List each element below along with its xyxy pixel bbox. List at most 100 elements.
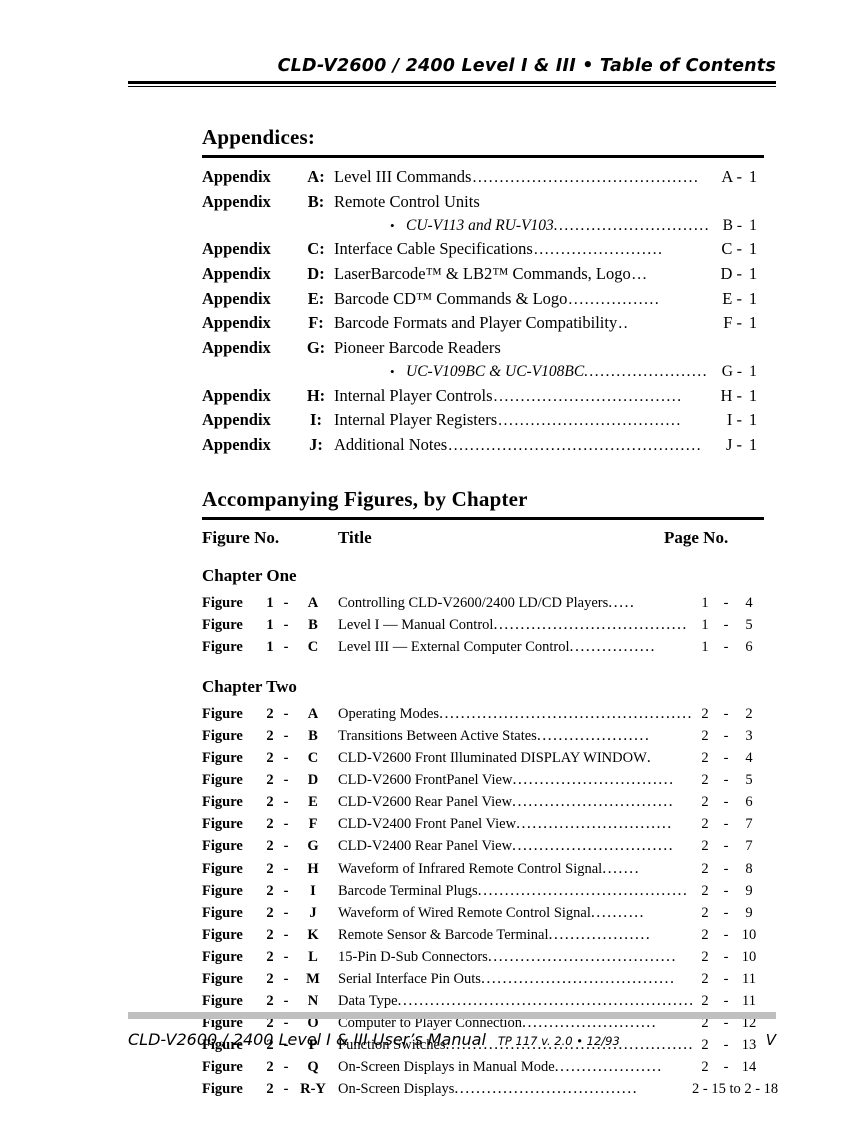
figure-letter: N xyxy=(307,993,319,1010)
figure-letter: H xyxy=(307,860,319,877)
leader-dots: ................. xyxy=(568,290,661,308)
figure-row[interactable]: Figure 1- A Controlling CLD-V2600/2400 LD/C… xyxy=(202,592,764,614)
figure-row[interactable]: Figure 2- R-Y On-Screen Displays...........… xyxy=(202,1078,778,1100)
appendix-row[interactable]: Appendix C: Interface Cable Specifications… xyxy=(202,237,764,262)
appendix-title-text: Interface Cable Specifications xyxy=(334,239,534,259)
appendix-sub-row[interactable]: • UC-V109BC & UC-V108BC..................… xyxy=(202,361,764,384)
figure-letter: Q xyxy=(307,1059,319,1076)
figure-page-dash: - xyxy=(723,904,729,921)
figure-row[interactable]: Figure 2- Q On-Screen Displays in Manual Mo… xyxy=(202,1056,764,1078)
figure-page-chapter: 2 xyxy=(701,860,709,877)
appendix-row[interactable]: Appendix I: Internal Player Registers.....… xyxy=(202,408,764,433)
appendix-row[interactable]: Appendix D: LaserBarcode™ & LB2™ Commands,… xyxy=(202,262,764,287)
figure-chapter-number: 2 xyxy=(266,750,274,767)
figure-row[interactable]: Figure 2- P Function Switches..............… xyxy=(202,1034,764,1056)
appendix-row[interactable]: Appendix H: Internal Player Controls......… xyxy=(202,384,764,409)
figure-title: CLD-V2400 Front Panel View..............… xyxy=(334,813,692,835)
column-header-page-no: Page No. xyxy=(664,527,729,547)
figure-row[interactable]: Figure 2- A Operating Modes................… xyxy=(202,703,764,725)
figure-row[interactable]: Figure 2- M Serial Interface Pin Outs......… xyxy=(202,968,764,990)
figure-page-chapter: 1 xyxy=(701,616,709,633)
figure-row[interactable]: Figure 1- C Level III — External Computer C… xyxy=(202,636,764,658)
figure-label: Figure xyxy=(202,706,243,723)
appendix-row[interactable]: Appendix J: Additional Notes..............… xyxy=(202,433,764,458)
figure-page-number: 14 xyxy=(741,1059,757,1076)
figure-page-dash: - xyxy=(723,948,729,965)
figure-chapter-number: 2 xyxy=(266,1081,274,1098)
figure-page-chapter: 2 xyxy=(701,816,709,833)
leader-dots: .............................. xyxy=(512,793,675,811)
figure-title: 15-Pin D-Sub Connectors.................… xyxy=(334,946,692,968)
appendix-row[interactable]: Appendix F: Barcode Formats and Player Com… xyxy=(202,311,764,336)
figure-chapter-number: 2 xyxy=(266,926,274,943)
figure-dash: - xyxy=(283,882,289,899)
figure-row[interactable]: Figure 2- F CLD-V2400 Front Panel View.....… xyxy=(202,813,764,835)
appendix-title-text: Additional Notes xyxy=(334,435,449,454)
appendices-heading: Appendices: xyxy=(202,125,316,149)
figure-chapter-number: 1 xyxy=(266,594,274,611)
bullet-icon: • xyxy=(390,363,395,379)
appendix-row[interactable]: Appendix E: Barcode CD™ Commands & Logo...… xyxy=(202,287,764,312)
footer-divider-bar xyxy=(128,1012,776,1019)
figure-row[interactable]: Figure 1- B Level I — Manual Control.......… xyxy=(202,614,764,636)
figure-row[interactable]: Figure 2- O Computer to Player Connection..… xyxy=(202,1012,764,1034)
figure-row[interactable]: Figure 2- N Data Type......................… xyxy=(202,990,764,1012)
appendix-sub-row[interactable]: • CU-V113 and RU-V103....................… xyxy=(202,215,764,238)
figure-page-dash: - xyxy=(723,1015,729,1032)
figure-chapter-number: 2 xyxy=(266,838,274,855)
figure-dash: - xyxy=(283,728,289,745)
figure-title: On-Screen Displays......................… xyxy=(334,1078,692,1100)
figure-row[interactable]: Figure 2- D CLD-V2600 FrontPanel View......… xyxy=(202,769,764,791)
figure-row[interactable]: Figure 2- I Barcode Terminal Plugs.........… xyxy=(202,880,764,902)
leader-dots: ....................................... xyxy=(477,881,689,899)
appendix-letter: I: xyxy=(310,410,322,430)
appendix-row[interactable]: Appendix A: Level III Commands............… xyxy=(202,165,764,190)
figure-page-chapter: 2 xyxy=(701,728,709,745)
figure-letter: E xyxy=(308,794,318,811)
appendix-row[interactable]: Appendix B: Remote Control Units xyxy=(202,190,764,215)
appendix-title: Remote Control Units xyxy=(334,190,708,215)
figure-label: Figure xyxy=(202,1015,243,1032)
appendix-title: LaserBarcode™ & LB2™ Commands, Logo... xyxy=(334,262,708,287)
appendix-page-prefix: A - xyxy=(721,167,742,187)
appendix-title-text: Pioneer Barcode Readers xyxy=(334,338,502,358)
appendix-page-prefix: E - xyxy=(722,288,742,308)
figure-page-number: 6 xyxy=(745,639,753,655)
appendix-page-number: 1 xyxy=(749,362,757,380)
figure-title: CLD-V2400 Rear Panel View...............… xyxy=(334,835,692,857)
figure-label: Figure xyxy=(202,639,243,655)
figure-label: Figure xyxy=(202,728,243,745)
figure-row[interactable]: Figure 2- C CLD-V2600 Front Illuminated DIS… xyxy=(202,747,764,769)
figure-letter: P xyxy=(308,1037,318,1054)
figure-row[interactable]: Figure 2- H Waveform of Infrared Remote Con… xyxy=(202,858,764,880)
figure-dash: - xyxy=(283,1059,289,1076)
appendix-label: Appendix xyxy=(202,410,271,430)
chapter-block: Chapter Two Figure 2- A Operating Modes.....… xyxy=(202,676,778,1100)
leader-dots: ............................... xyxy=(553,216,708,234)
figure-letter: B xyxy=(308,616,318,633)
figure-row[interactable]: Figure 2- J Waveform of Wired Remote Contro… xyxy=(202,902,764,924)
figure-dash: - xyxy=(283,1015,289,1032)
figure-title-text: Serial Interface Pin Outs xyxy=(338,970,481,987)
leader-dots: ..................... xyxy=(536,727,651,745)
appendix-label: Appendix xyxy=(202,239,271,259)
figure-page-dash: - xyxy=(723,926,729,943)
figure-title-text: Computer to Player Connection xyxy=(338,1015,523,1032)
figures-heading: Accompanying Figures, by Chapter xyxy=(202,486,528,511)
figure-row[interactable]: Figure 2- L 15-Pin D-Sub Connectors........… xyxy=(202,946,764,968)
appendix-row[interactable]: Appendix G: Pioneer Barcode Readers xyxy=(202,336,764,361)
appendix-title-text: Barcode CD™ Commands & Logo xyxy=(334,288,569,308)
figure-label: Figure xyxy=(202,794,243,811)
appendices-rule xyxy=(202,155,764,159)
figure-row[interactable]: Figure 2- E CLD-V2600 Rear Panel View......… xyxy=(202,791,764,813)
figure-title: Waveform of Wired Remote Control Signal.… xyxy=(334,902,692,924)
appendix-letter: H: xyxy=(306,385,326,405)
figure-page-dash: - xyxy=(723,970,729,987)
figure-label: Figure xyxy=(202,1037,243,1054)
figure-row[interactable]: Figure 2- G CLD-V2400 Rear Panel View......… xyxy=(202,835,764,857)
figure-row[interactable]: Figure 2- B Transitions Between Active Stat… xyxy=(202,725,764,747)
figure-row[interactable]: Figure 2- K Remote Sensor & Barcode Termina… xyxy=(202,924,764,946)
header-rule-thin xyxy=(128,86,776,87)
leader-dots: .......... xyxy=(590,903,645,921)
figure-label: Figure xyxy=(202,1059,243,1076)
